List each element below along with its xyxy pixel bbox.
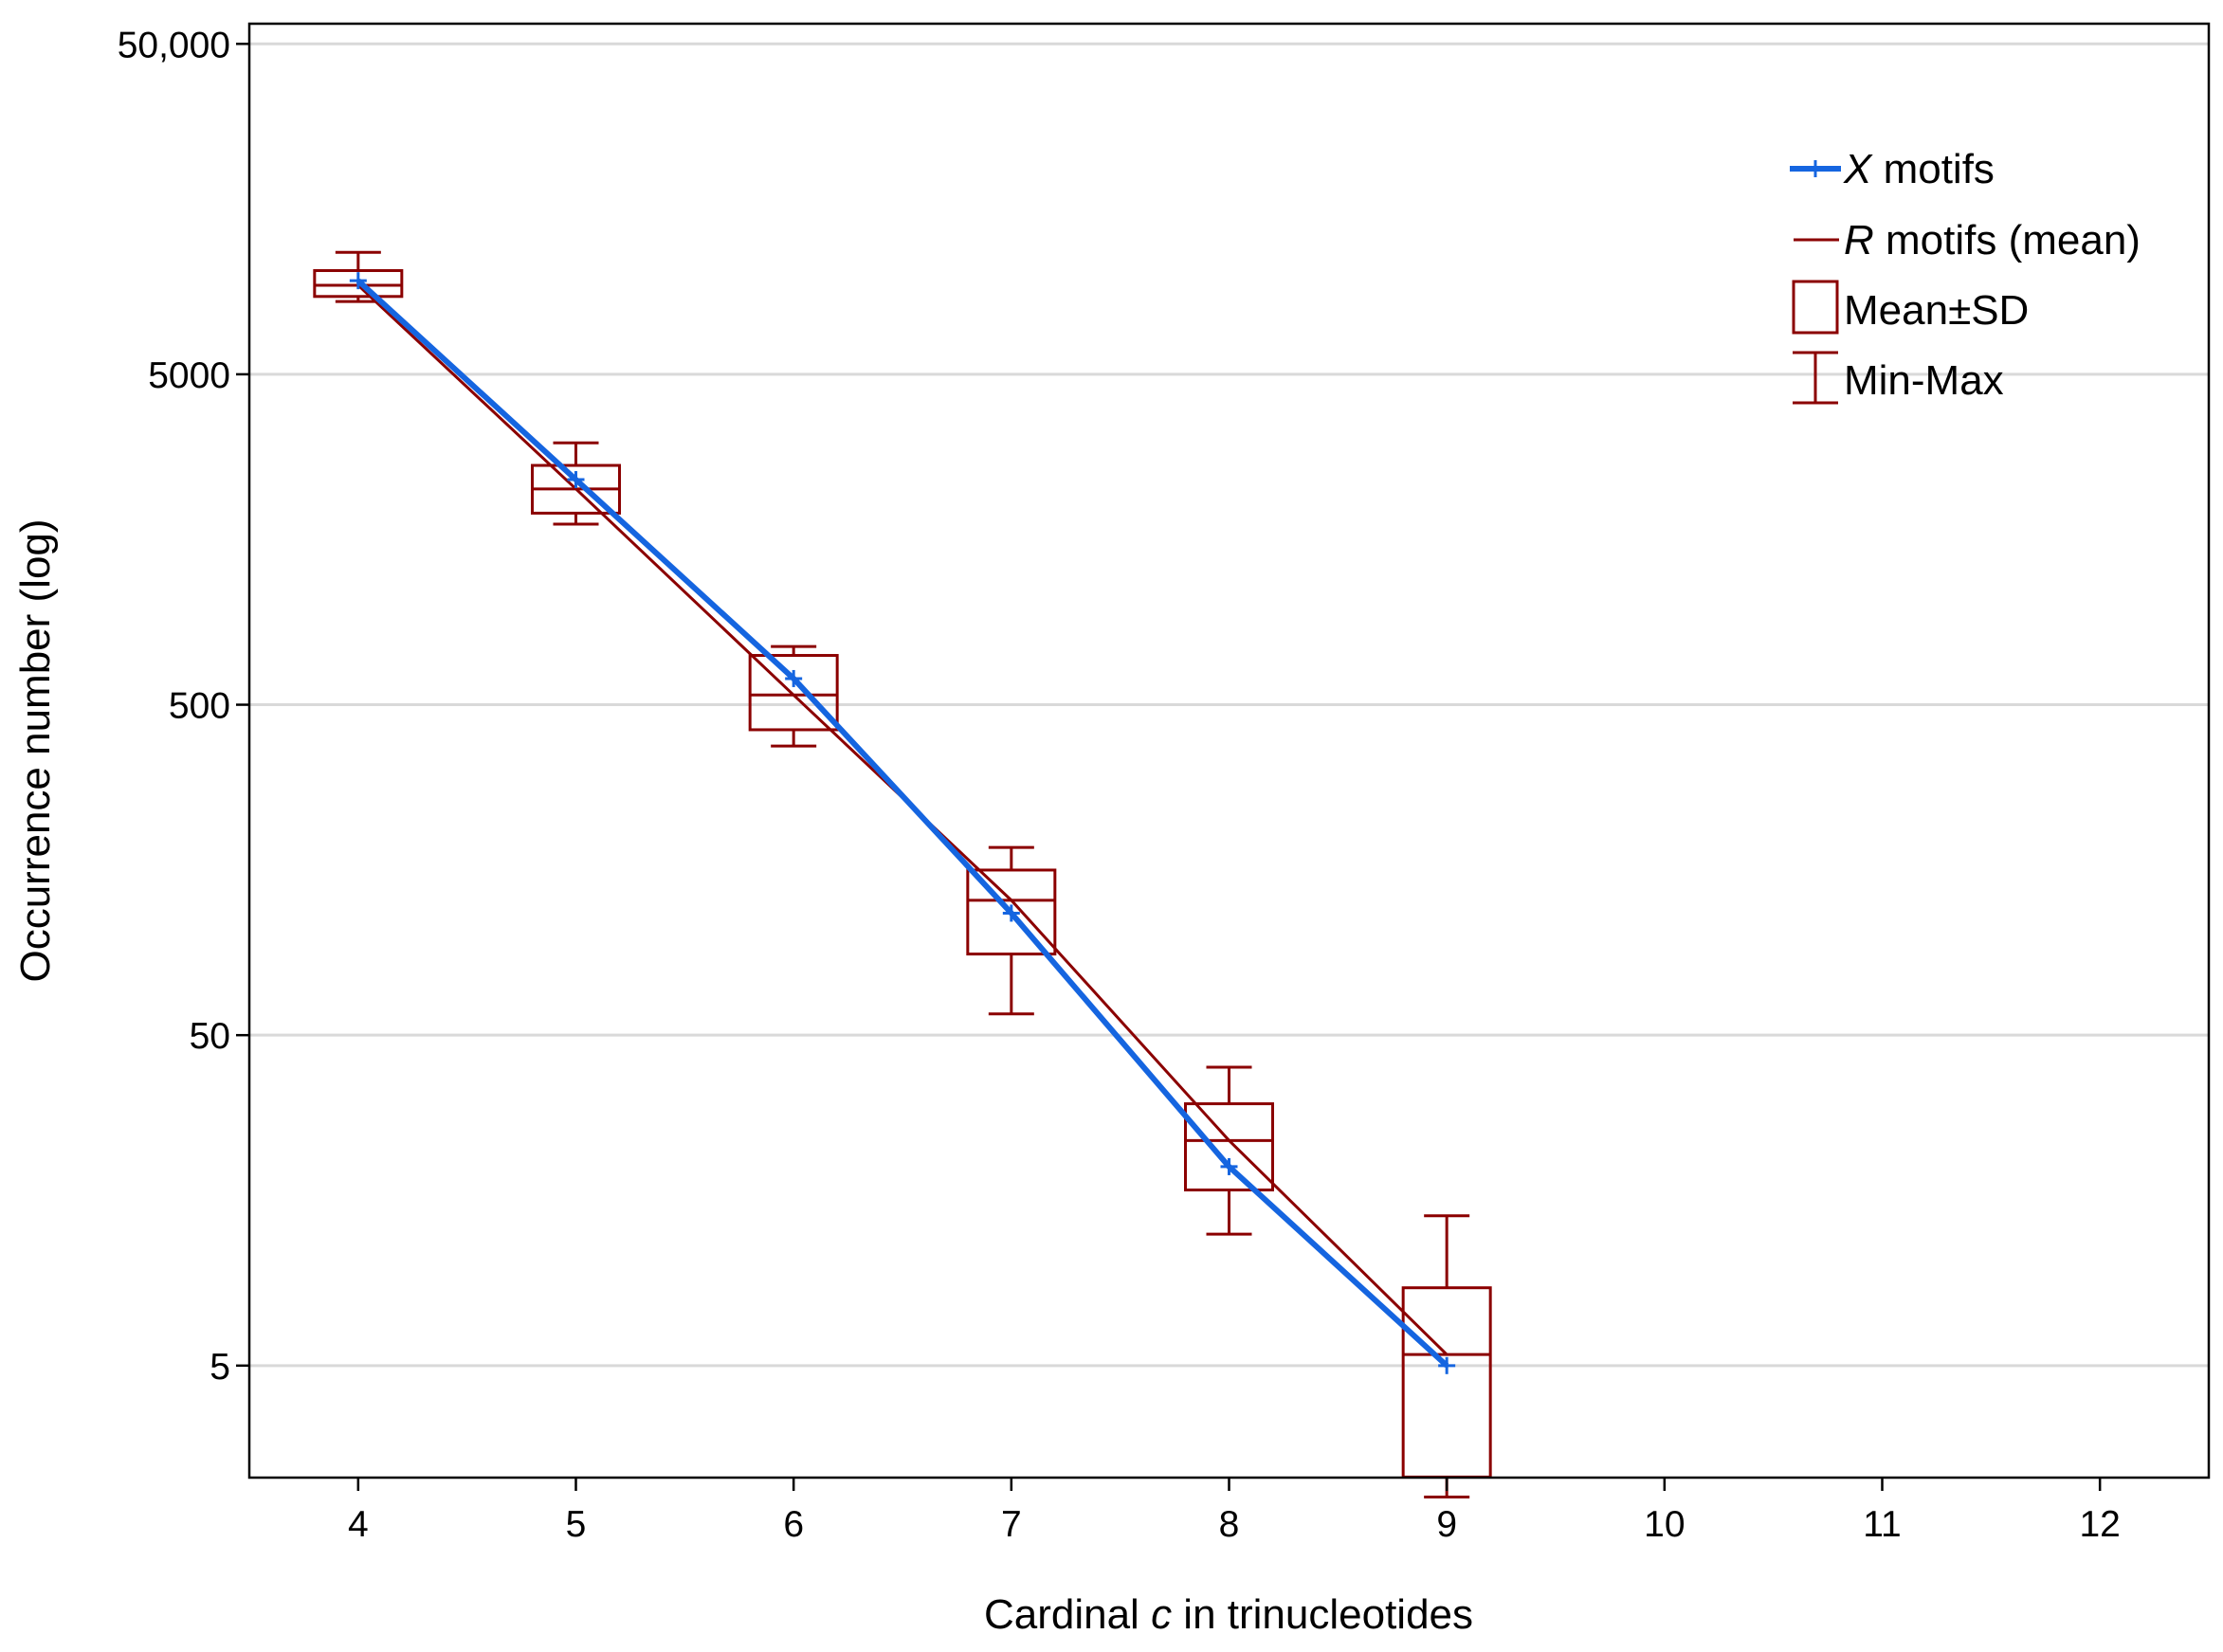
x-tick-label: 5 [566, 1504, 587, 1545]
series-layer [313, 250, 1492, 1499]
y-axis-title: Occurrence number (log) [12, 518, 59, 982]
x-motifs-line [355, 278, 1449, 1369]
legend-text-r: motifs (mean) [1874, 217, 2141, 263]
x-motifs-point [349, 272, 367, 290]
legend-var-x: X [1843, 146, 1873, 192]
x-tick-label: 4 [348, 1504, 369, 1545]
x-tick-label: 6 [783, 1504, 804, 1545]
x-motifs-point [1002, 904, 1020, 922]
x-tick-label: 12 [2079, 1504, 2120, 1545]
legend-label-r-motifs: R motifs (mean) [1844, 217, 2141, 263]
y-tick-label: 50 [190, 1016, 230, 1057]
legend-swatch-mean-sd [1792, 280, 1839, 335]
legend: X motifs R motifs (mean) Mean±SD Min-Max [1790, 146, 2141, 405]
r-sd-box [1401, 1286, 1492, 1479]
r-sd-box [1184, 1102, 1274, 1192]
legend-label-mean-sd: Mean±SD [1844, 287, 2029, 334]
x-motifs-point [567, 471, 585, 489]
ticks: 5 50 500 5000 50,000 4 5 6 7 8 9 10 11 12 [118, 25, 2121, 1545]
x-tick-label: 7 [1001, 1504, 1022, 1545]
y-tick-label: 5 [210, 1347, 230, 1388]
legend-label-min-max: Min-Max [1844, 357, 2004, 404]
legend-item-x-motifs: X motifs [1790, 146, 1995, 192]
x-motifs-point [785, 669, 803, 687]
y-tick-label: 50,000 [118, 25, 230, 65]
gridlines [249, 42, 2209, 1368]
x-motifs-point [1220, 1157, 1238, 1175]
legend-item-min-max: Min-Max [1793, 351, 2004, 405]
y-tick-label: 500 [169, 686, 230, 727]
x-tick-label: 9 [1436, 1504, 1457, 1545]
legend-label-x-motifs: X motifs [1843, 146, 1995, 192]
x-axis-title-var: c [1151, 1591, 1172, 1638]
legend-item-r-motifs: R motifs (mean) [1794, 217, 2141, 263]
r-box-9 [1401, 1214, 1492, 1499]
legend-var-r: R [1844, 217, 1874, 263]
r-sd-box [313, 268, 404, 299]
x-axis-title-post: in trinucleotides [1172, 1591, 1473, 1638]
r-box-8 [1184, 1065, 1274, 1236]
y-tick-label: 5000 [148, 355, 230, 396]
r-box-7 [966, 845, 1057, 1016]
x-tick-label: 8 [1219, 1504, 1240, 1545]
r-sd-box [966, 868, 1057, 956]
x-tick-label: 11 [1863, 1504, 1902, 1545]
r-sd-box [748, 654, 839, 732]
legend-text-x: motifs [1871, 146, 1995, 192]
r-motifs-mean-line [356, 283, 1449, 1356]
r-box-5 [531, 441, 621, 526]
x-tick-label: 10 [1644, 1504, 1685, 1545]
x-axis-title: Cardinal c in trinucleotides [984, 1591, 1473, 1638]
legend-item-mean-sd: Mean±SD [1792, 280, 2029, 335]
x-axis-title-pre: Cardinal [984, 1591, 1151, 1638]
x-motifs-point [1438, 1356, 1456, 1374]
